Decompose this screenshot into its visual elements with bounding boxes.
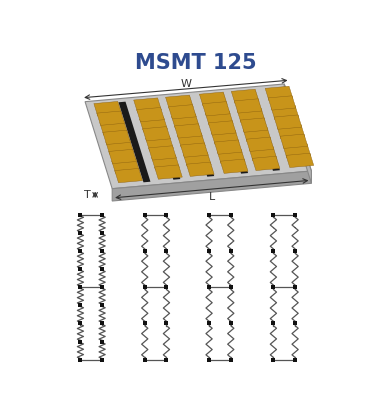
Text: T: T [84,190,91,200]
Polygon shape [142,127,170,141]
Polygon shape [134,98,161,112]
Polygon shape [177,133,205,148]
Polygon shape [237,109,265,123]
Polygon shape [182,96,214,177]
Polygon shape [268,96,296,110]
Text: W: W [180,79,192,89]
Polygon shape [118,102,151,182]
Polygon shape [187,162,214,176]
Polygon shape [155,165,182,179]
Polygon shape [286,153,314,168]
Polygon shape [152,155,179,170]
Polygon shape [103,130,131,145]
Polygon shape [200,92,227,106]
Polygon shape [106,140,134,154]
Text: MSMT 125: MSMT 125 [135,53,257,73]
Polygon shape [283,144,311,158]
Polygon shape [208,121,236,135]
Polygon shape [183,152,211,167]
Polygon shape [140,117,167,132]
Polygon shape [216,93,248,174]
Polygon shape [274,115,302,129]
Polygon shape [112,171,311,201]
Polygon shape [149,146,176,160]
Polygon shape [109,149,136,164]
Polygon shape [85,84,311,189]
Polygon shape [280,134,308,148]
Polygon shape [271,105,299,120]
Polygon shape [169,105,196,119]
Polygon shape [146,136,173,150]
Polygon shape [231,89,259,104]
Polygon shape [97,111,124,125]
Polygon shape [175,124,202,138]
Polygon shape [211,130,239,145]
Polygon shape [248,90,280,171]
Polygon shape [205,111,233,125]
Text: L: L [209,192,215,202]
Polygon shape [148,99,180,180]
Polygon shape [252,156,280,171]
Polygon shape [172,114,199,129]
Polygon shape [240,118,268,132]
Polygon shape [234,99,262,113]
Polygon shape [100,120,128,135]
Polygon shape [265,86,293,101]
Polygon shape [180,143,208,157]
Polygon shape [277,125,305,139]
Polygon shape [214,140,242,154]
Polygon shape [217,150,245,164]
Polygon shape [284,84,311,183]
Polygon shape [246,137,274,151]
Polygon shape [94,102,121,116]
Polygon shape [249,147,277,161]
Polygon shape [165,95,193,109]
Polygon shape [243,127,271,142]
Polygon shape [202,102,230,116]
Polygon shape [137,108,164,122]
Polygon shape [220,159,248,173]
Polygon shape [115,169,142,183]
Polygon shape [112,159,139,173]
